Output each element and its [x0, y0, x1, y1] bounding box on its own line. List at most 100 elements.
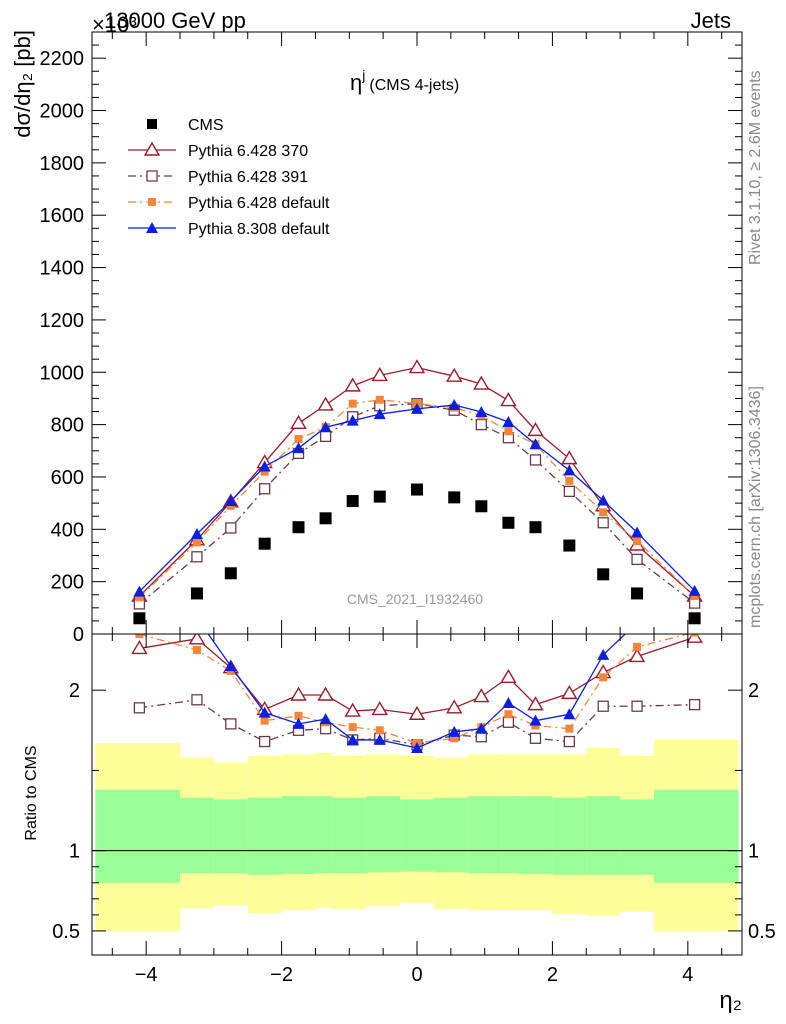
- rivet-version-label: Rivet 3.1.10, ≥ 2.6M events: [747, 70, 764, 265]
- data-point: [475, 418, 487, 431]
- ratio-point: [192, 646, 201, 655]
- x-axis-label: η₂: [719, 987, 742, 1014]
- data-point: [411, 483, 423, 496]
- x-tick-label: 0: [411, 964, 422, 986]
- ratio-point: [502, 716, 515, 728]
- data-point: [597, 494, 610, 506]
- data-point: [475, 500, 488, 513]
- y-tick-label: 1400: [40, 258, 85, 280]
- ratio-y-tick-label-right: 1: [748, 841, 759, 863]
- ratio-point: [259, 735, 271, 748]
- ratio-point: [688, 698, 701, 711]
- y-tick-label: 1000: [40, 362, 85, 384]
- plot-title-sub: (CMS 4-jets): [369, 77, 459, 94]
- series-line: [138, 404, 696, 593]
- legend-marker: [143, 141, 161, 156]
- x-tick-label: 2: [547, 964, 558, 986]
- ratio-point: [504, 710, 513, 719]
- band-inner-bin: [180, 797, 214, 874]
- data-point: [319, 421, 332, 433]
- data-point: [371, 367, 388, 382]
- ratio-point: [690, 634, 699, 637]
- data-point: [290, 414, 307, 429]
- ratio-point: [500, 668, 517, 684]
- ratio-uncertainty-bands: [92, 739, 742, 931]
- band-inner-bin: [518, 796, 553, 874]
- ratio-point: [529, 714, 542, 726]
- data-point: [348, 399, 357, 408]
- data-point: [192, 538, 201, 547]
- y-tick-label: 600: [51, 467, 84, 489]
- ratio-point: [260, 716, 269, 725]
- ratio-point: [346, 733, 359, 745]
- data-point: [529, 438, 542, 450]
- data-point: [504, 427, 513, 436]
- y-tick-label: 800: [51, 415, 84, 437]
- data-point: [294, 435, 303, 444]
- ratio-panel: [131, 612, 703, 753]
- band-inner-bin: [501, 796, 519, 874]
- data-point: [561, 450, 578, 465]
- legend-label: Pythia 6.428 370: [188, 143, 308, 160]
- ratio-point: [317, 686, 334, 701]
- data-point: [631, 553, 643, 566]
- data-point: [319, 430, 332, 443]
- data-point: [563, 539, 576, 552]
- data-point: [473, 375, 490, 390]
- data-point: [346, 495, 359, 508]
- ratio-y-tick-label: 0.5: [52, 921, 80, 943]
- y-axis-label: dσ/dη₂ [pb]: [10, 30, 35, 138]
- data-point: [225, 522, 237, 534]
- band-inner-bin: [332, 797, 367, 874]
- band-inner-bin: [366, 796, 401, 873]
- ratio-point: [225, 718, 237, 730]
- ratio-point: [191, 612, 203, 623]
- ratio-point: [446, 699, 463, 714]
- data-point: [502, 415, 515, 427]
- data-point: [133, 612, 146, 625]
- y-tick-label: 200: [51, 572, 84, 594]
- legend-label: Pythia 6.428 default: [188, 195, 330, 212]
- ratio-series-line: [139, 634, 691, 744]
- ratio-point: [224, 660, 237, 672]
- band-inner-bin: [247, 797, 282, 875]
- data-point: [373, 490, 386, 503]
- y-tick-label: 2200: [40, 48, 85, 70]
- ratio-point: [290, 686, 307, 701]
- ratio-point: [502, 697, 515, 709]
- plot-title-main: η: [350, 70, 362, 95]
- ratio-point: [319, 713, 332, 725]
- x-tick-label: 4: [682, 964, 693, 986]
- band-inner-bin: [552, 797, 587, 875]
- ratio-point: [133, 702, 146, 714]
- data-point: [135, 593, 144, 602]
- ratio-point: [473, 688, 490, 703]
- ratio-y-tick-label: 2: [69, 680, 80, 702]
- main-panel: [131, 359, 703, 625]
- ratio-series-group: [131, 612, 703, 753]
- band-inner-bin: [400, 799, 434, 872]
- data-point: [446, 367, 463, 382]
- data-point: [258, 537, 271, 550]
- y-tick-label: 0: [73, 624, 84, 646]
- series-line: [138, 403, 695, 605]
- category-label: Jets: [691, 8, 731, 33]
- ratio-point: [188, 634, 206, 645]
- data-point: [502, 516, 515, 529]
- ratio-point: [191, 694, 203, 706]
- legend-marker: [147, 119, 157, 129]
- data-point: [563, 464, 576, 476]
- ratio-point: [135, 634, 144, 638]
- ratio-point: [344, 702, 361, 717]
- band-inner-bin: [213, 799, 248, 874]
- band-inner-bin: [95, 789, 181, 883]
- legend: CMS Pythia 6.428 370 Pythia 6.428 391 Pythi…: [128, 117, 330, 238]
- data-point: [688, 612, 701, 625]
- ratio-point: [631, 617, 643, 628]
- ratio-point: [529, 732, 542, 744]
- ratio-point: [450, 734, 459, 743]
- ratio-point: [408, 705, 426, 720]
- plot-title: ηj(CMS 4-jets): [350, 67, 459, 95]
- mcplots-label: mcplots.cern.ch [arXiv:1306.3436]: [747, 386, 764, 628]
- data-point: [191, 551, 203, 563]
